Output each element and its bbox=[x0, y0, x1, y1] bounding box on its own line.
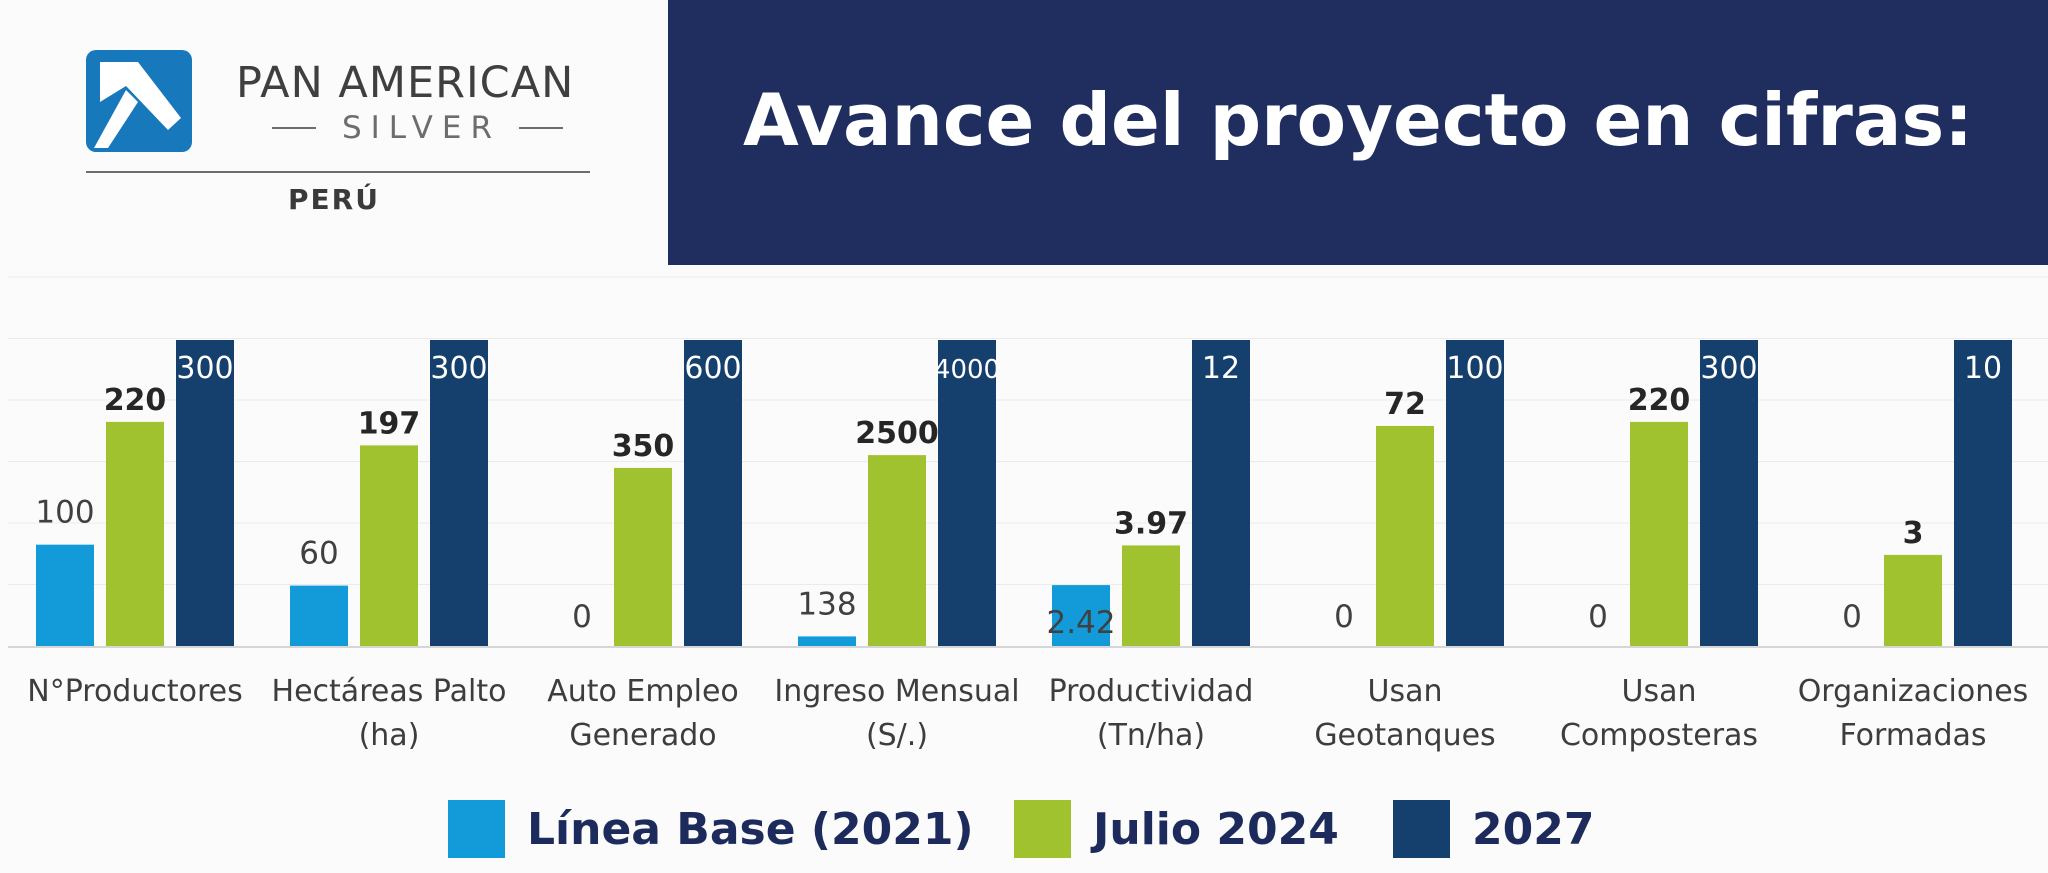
logo-brand-name: PAN AMERICAN bbox=[236, 58, 575, 108]
data-label-0-s0: 100 bbox=[35, 495, 94, 531]
logo-subtitle: SILVER bbox=[245, 108, 590, 148]
data-label-3-s1: 2500 bbox=[855, 416, 939, 451]
category-label-0-line0: N°Productores bbox=[27, 674, 242, 709]
legend-item-target: 2027 bbox=[1393, 800, 1594, 858]
category-label-5-line1: Geotanques bbox=[1314, 718, 1495, 753]
category-label-2-line1: Generado bbox=[569, 718, 716, 753]
logo: PAN AMERICAN SILVER PERÚ bbox=[0, 0, 668, 265]
logo-dash-left bbox=[271, 127, 316, 129]
data-label-7-s0: 0 bbox=[1842, 599, 1862, 635]
data-label-2-s2: 600 bbox=[684, 351, 741, 386]
data-label-1-s2: 300 bbox=[430, 351, 487, 386]
bar-7-s1 bbox=[1884, 554, 1942, 647]
bar-4-s0 bbox=[1052, 585, 1110, 647]
category-label-3-line1: (S/.) bbox=[866, 718, 928, 753]
bar-0-s0 bbox=[36, 544, 94, 647]
bar-5-s1 bbox=[1376, 425, 1434, 647]
bar-2-s2 bbox=[684, 340, 742, 647]
category-label-1-line1: (ha) bbox=[359, 718, 420, 753]
bar-1-s2 bbox=[430, 340, 488, 647]
category-label-7-line1: Formadas bbox=[1839, 718, 1986, 753]
bar-0-s1 bbox=[106, 421, 164, 647]
category-label-5-line0: Usan bbox=[1368, 674, 1443, 709]
bar-6-s1 bbox=[1630, 421, 1688, 647]
bar-chart: 100220300N°Productores60197300Hectáreas … bbox=[8, 276, 2048, 753]
data-label-5-s1: 72 bbox=[1384, 387, 1426, 422]
data-label-2-s0: 0 bbox=[572, 599, 592, 635]
data-label-4-s0: 2.42 bbox=[1046, 605, 1115, 641]
bar-1-s0 bbox=[290, 585, 348, 647]
category-label-6-line1: Composteras bbox=[1560, 718, 1758, 753]
bar-3-s2 bbox=[938, 340, 996, 647]
data-label-0-s2: 300 bbox=[176, 351, 233, 386]
header-banner: Avance del proyecto en cifras: bbox=[668, 0, 2048, 265]
data-label-6-s1: 220 bbox=[1628, 383, 1691, 418]
bar-3-s0 bbox=[798, 636, 856, 647]
hammer-logo-icon bbox=[86, 50, 192, 152]
bar-4-s1 bbox=[1122, 545, 1180, 647]
data-label-7-s1: 3 bbox=[1903, 516, 1924, 551]
category-label-3-line0: Ingreso Mensual bbox=[774, 674, 1019, 709]
legend-swatch-target bbox=[1393, 800, 1450, 858]
bar-1-s1 bbox=[360, 445, 418, 647]
category-label-7-line0: Organizaciones bbox=[1798, 674, 2029, 709]
legend-label-julio: Julio 2024 bbox=[1093, 803, 1339, 855]
page-title: Avance del proyecto en cifras: bbox=[742, 78, 1974, 162]
category-label-6-line0: Usan bbox=[1622, 674, 1697, 709]
category-label-2-line0: Auto Empleo bbox=[547, 674, 739, 709]
data-label-1-s1: 197 bbox=[358, 406, 421, 441]
category-label-4-line1: (Tn/ha) bbox=[1097, 718, 1205, 753]
chart-legend: Línea Base (2021) Julio 2024 2027 bbox=[0, 796, 2048, 860]
bar-7-s2 bbox=[1954, 340, 2012, 647]
data-label-1-s0: 60 bbox=[299, 536, 338, 572]
data-label-4-s2: 12 bbox=[1202, 351, 1240, 386]
bar-5-s2 bbox=[1446, 340, 1504, 647]
data-label-0-s1: 220 bbox=[104, 383, 167, 418]
legend-label-target: 2027 bbox=[1472, 803, 1595, 855]
data-label-3-s0: 138 bbox=[797, 586, 856, 622]
category-label-1-line0: Hectáreas Palto bbox=[272, 674, 507, 709]
bar-3-s1 bbox=[868, 455, 926, 647]
data-label-7-s2: 10 bbox=[1964, 351, 2002, 386]
logo-divider bbox=[86, 171, 590, 173]
bar-2-s1 bbox=[614, 467, 672, 647]
legend-swatch-julio bbox=[1014, 800, 1071, 858]
data-label-2-s1: 350 bbox=[612, 429, 675, 464]
logo-dash-right bbox=[519, 127, 564, 129]
data-label-6-s2: 300 bbox=[1700, 351, 1757, 386]
bar-0-s2 bbox=[176, 340, 234, 647]
data-label-5-s2: 100 bbox=[1446, 351, 1503, 386]
bar-4-s2 bbox=[1192, 340, 1250, 647]
data-label-6-s0: 0 bbox=[1588, 599, 1608, 635]
logo-subtitle-text: SILVER bbox=[341, 110, 502, 146]
data-label-4-s1: 3.97 bbox=[1114, 506, 1188, 541]
legend-label-base: Línea Base (2021) bbox=[527, 803, 974, 855]
bar-6-s2 bbox=[1700, 340, 1758, 647]
data-label-5-s0: 0 bbox=[1334, 599, 1354, 635]
legend-swatch-base bbox=[448, 800, 505, 858]
legend-item-julio: Julio 2024 bbox=[1014, 800, 1339, 858]
logo-country: PERÚ bbox=[288, 183, 380, 216]
data-label-3-s2: 4000 bbox=[934, 355, 1000, 385]
legend-item-base: Línea Base (2021) bbox=[448, 800, 974, 858]
category-label-4-line0: Productividad bbox=[1049, 674, 1254, 709]
